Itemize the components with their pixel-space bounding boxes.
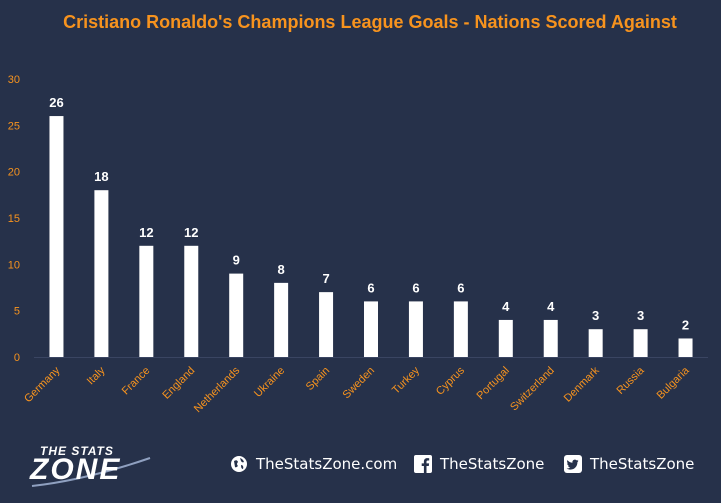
x-tick-label: France [120, 365, 153, 398]
website-link[interactable]: TheStatsZone.com [230, 452, 397, 476]
x-tick-label: Spain [304, 365, 332, 393]
x-tick-label: Netherlands [192, 364, 243, 415]
x-tick-label: Switzerland [508, 365, 557, 414]
stats-zone-logo: THE STATS ZONE [26, 440, 156, 490]
x-tick-label: Bulgaria [655, 364, 693, 402]
data-label: 4 [547, 299, 555, 314]
twitter-label: TheStatsZone [590, 455, 695, 473]
x-tick-label: Sweden [341, 365, 378, 402]
x-tick-label: Portugal [474, 365, 511, 402]
globe-icon [231, 456, 247, 472]
y-tick-label: 10 [8, 259, 20, 271]
footer: THE STATS ZONE TheStatsZone.com TheStats… [0, 430, 721, 503]
y-tick-label: 25 [8, 120, 20, 132]
data-label: 6 [367, 280, 374, 295]
data-label: 12 [139, 225, 153, 240]
bar [498, 319, 513, 357]
data-label: 3 [637, 308, 644, 323]
bar [453, 301, 468, 357]
bar [139, 245, 154, 357]
data-label: 8 [278, 262, 285, 277]
twitter-link[interactable]: TheStatsZone [564, 452, 694, 476]
bar [408, 301, 423, 357]
data-label: 12 [184, 225, 198, 240]
bar [678, 338, 693, 357]
x-tick-label: Ukraine [252, 365, 287, 400]
data-label: 26 [49, 95, 63, 110]
x-tick-label: Cyprus [434, 364, 467, 397]
y-tick-label: 0 [14, 352, 20, 364]
y-tick-label: 30 [8, 74, 20, 86]
x-tick-label: England [160, 365, 197, 402]
data-label: 6 [457, 280, 464, 295]
logo-swoosh-icon [31, 457, 151, 487]
bar [274, 282, 289, 357]
x-tick-label: Italy [85, 364, 108, 387]
bar-chart: 05101520253026Germany18Italy12France12En… [8, 74, 708, 415]
data-label: 7 [322, 271, 329, 286]
website-label: TheStatsZone.com [256, 455, 398, 473]
bar [94, 190, 109, 357]
data-label: 9 [233, 253, 240, 268]
data-label: 4 [502, 299, 510, 314]
y-tick-label: 15 [8, 213, 20, 225]
data-label: 18 [94, 169, 108, 184]
x-tick-label: Russia [614, 364, 647, 397]
bar [229, 273, 244, 357]
data-label: 6 [412, 280, 419, 295]
facebook-link[interactable]: TheStatsZone [414, 452, 544, 476]
x-tick-label: Germany [22, 364, 63, 405]
data-label: 3 [592, 308, 599, 323]
bar [543, 319, 558, 357]
data-label: 2 [682, 317, 689, 332]
facebook-label: TheStatsZone [440, 455, 545, 473]
bar [319, 292, 334, 357]
chart-title: Cristiano Ronaldo's Champions League Goa… [63, 12, 677, 32]
y-tick-label: 20 [8, 167, 20, 179]
twitter-icon [564, 455, 582, 473]
logo-bottom-text: ZONE [30, 453, 122, 486]
facebook-icon [414, 455, 432, 473]
logo-top-text: THE STATS [40, 444, 114, 458]
bar [49, 116, 64, 357]
bar [633, 329, 648, 357]
x-tick-label: Turkey [390, 364, 422, 396]
bar [184, 245, 199, 357]
bar [364, 301, 378, 357]
x-tick-label: Denmark [562, 364, 602, 404]
y-tick-label: 5 [14, 306, 20, 318]
bar [588, 329, 603, 357]
